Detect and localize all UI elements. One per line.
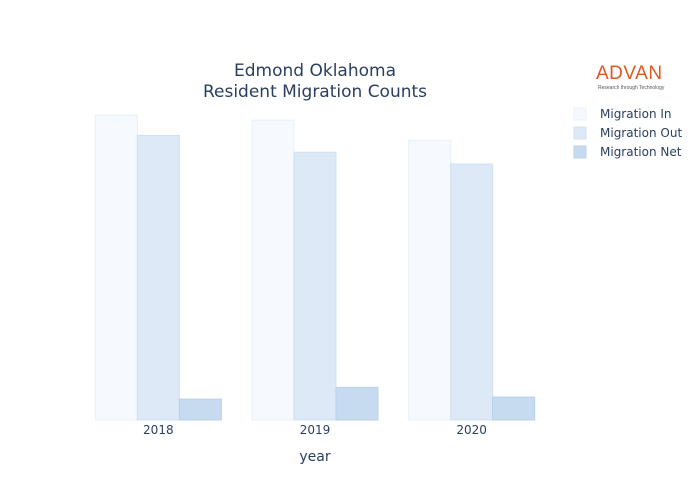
bars-group [94,114,536,421]
logo-tagline: Research through Technology [598,85,665,91]
x-axis-title: year [299,449,330,465]
chart-title-line-1: Edmond Oklahoma [234,61,396,81]
x-tick-label: 2019 [300,423,331,437]
legend-swatch-migration-net[interactable] [573,145,587,159]
logo-wordmark: ADVAN [596,63,663,84]
bar-migration-out-2018[interactable] [136,134,180,421]
x-axis-ticks: 2018 2019 2020 [143,423,487,437]
x-tick-label: 2020 [456,423,487,437]
legend-label-migration-in[interactable]: Migration In [600,107,672,121]
bar-migration-in-2019[interactable] [251,119,295,421]
legend[interactable]: Migration In Migration Out Migration Net [573,107,682,159]
bar-migration-out-2020[interactable] [450,163,494,421]
advan-logo: ADVAN Research through Technology [596,63,676,92]
bar-migration-net-2018[interactable] [178,398,222,421]
bar-migration-out-2019[interactable] [293,151,337,421]
legend-swatch-migration-in[interactable] [573,107,587,121]
x-tick-label: 2018 [143,423,174,437]
legend-label-migration-net[interactable]: Migration Net [600,145,682,159]
bar-migration-in-2018[interactable] [94,114,138,421]
chart-title-line-2: Resident Migration Counts [203,82,427,102]
bar-migration-net-2020[interactable] [492,396,536,421]
bar-migration-in-2020[interactable] [408,139,452,421]
legend-swatch-migration-out[interactable] [573,126,587,140]
legend-label-migration-out[interactable]: Migration Out [600,126,682,140]
bar-migration-net-2019[interactable] [335,386,379,421]
